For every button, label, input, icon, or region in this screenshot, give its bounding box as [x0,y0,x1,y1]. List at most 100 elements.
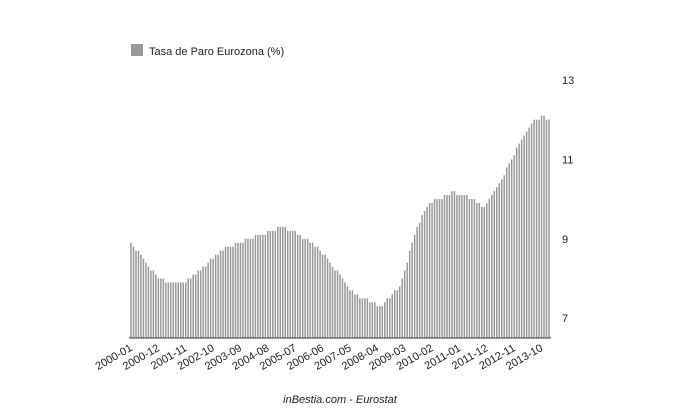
bar [162,278,165,338]
bar [421,214,423,338]
bar [379,306,381,338]
bar [262,234,264,338]
bar [197,270,199,338]
bar [247,238,249,338]
bar [533,119,535,338]
bar [155,274,157,338]
bar [306,238,309,338]
bar [282,226,284,338]
bar [396,290,398,338]
bar [374,302,376,338]
bar [311,242,314,338]
bar [279,226,282,338]
bar [160,278,162,338]
bar [538,119,540,338]
bar [518,143,520,338]
bar [189,278,192,338]
bar [172,282,175,338]
bar [401,278,403,338]
bar [530,123,533,339]
bar [150,270,152,338]
bar [428,203,431,338]
bar [398,286,401,338]
bar [341,278,344,338]
bar [468,199,471,338]
bar [386,298,389,338]
bar [257,234,259,338]
bar [175,282,177,338]
bar [491,195,493,338]
bar [284,226,287,338]
bar [217,254,219,338]
bar [229,246,232,338]
bar [411,242,413,338]
bar [391,294,393,338]
bar [354,294,356,338]
bar [324,254,326,338]
bar [199,270,202,338]
bar [214,254,217,338]
bar [157,278,160,338]
bar [359,298,361,338]
bar [458,195,461,338]
bar [389,298,391,338]
bar [232,246,234,338]
bar [319,250,321,338]
bar [498,183,500,338]
bar [316,246,319,338]
bar [523,135,525,338]
bar [184,282,187,338]
bar [453,191,456,338]
y-tick-label: 11 [562,154,573,166]
bar [294,230,296,338]
bar [309,242,311,338]
bar [436,199,438,338]
bar [219,250,222,338]
bar [478,203,481,338]
bar [304,238,306,338]
bar [287,230,289,338]
bar [299,234,301,338]
bar [406,262,408,338]
bar [334,270,336,338]
bar [515,147,518,338]
bar [194,274,197,338]
bar [438,199,441,338]
bar [344,282,346,338]
bar [476,203,478,338]
bar [540,115,543,338]
bar [426,207,428,338]
bar [167,282,170,338]
bar [364,298,366,338]
bar [393,290,396,338]
footer: inBestia.com - Eurostat [283,394,398,406]
bar [209,258,212,338]
y-tick-label: 9 [562,234,568,246]
bar [187,278,189,338]
bar [481,207,483,338]
bar [336,270,339,338]
bar [135,250,137,338]
bar [272,230,274,338]
bar [207,262,209,338]
bar [488,199,491,338]
bar [448,195,451,338]
bar [403,270,406,338]
bar [277,226,279,338]
bar [461,195,463,338]
bar [301,238,304,338]
bar [227,246,229,338]
bar [182,282,184,338]
bar [500,179,503,338]
bar [508,163,510,338]
bar [543,115,545,338]
bar [493,191,496,338]
bar [145,262,147,338]
bar [486,203,488,338]
bar [443,195,446,338]
bar [339,274,341,338]
bar [346,286,349,338]
bar [545,119,548,338]
bar [237,242,239,338]
bar [431,203,433,338]
